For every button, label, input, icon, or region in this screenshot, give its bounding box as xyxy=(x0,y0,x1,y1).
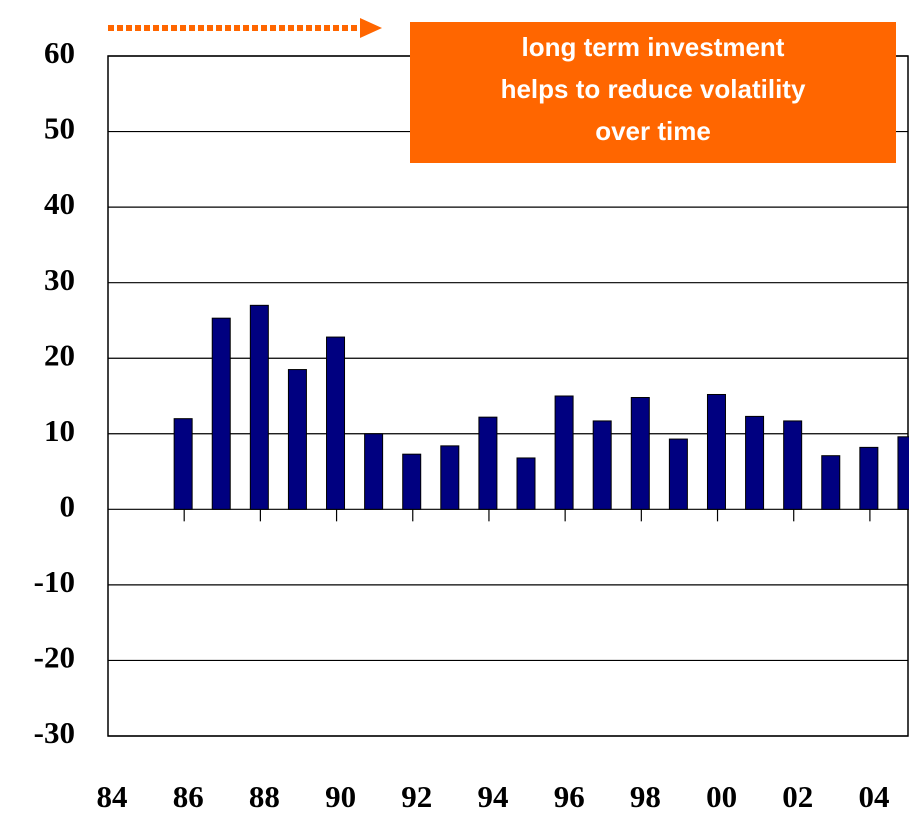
arrow-head xyxy=(360,18,382,38)
y-tick-label: -30 xyxy=(34,715,75,750)
bar xyxy=(554,395,574,510)
bar xyxy=(440,445,460,510)
bar xyxy=(211,317,231,510)
x-tick-label: 90 xyxy=(325,779,356,814)
x-tick-label: 84 xyxy=(97,779,128,814)
x-tick-label: 98 xyxy=(630,779,661,814)
x-tick-label: 00 xyxy=(706,779,737,814)
annotation-text: long term investment xyxy=(522,32,785,62)
x-tick-label: 04 xyxy=(858,779,889,814)
bar xyxy=(668,438,688,510)
x-tick-label: 86 xyxy=(173,779,204,814)
bar xyxy=(706,393,726,510)
bar xyxy=(249,304,269,510)
y-tick-label: 0 xyxy=(60,488,76,523)
bar xyxy=(592,420,612,510)
bar xyxy=(478,416,498,510)
y-tick-label: 60 xyxy=(44,35,75,70)
x-tick-label: 92 xyxy=(401,779,432,814)
bar xyxy=(326,336,346,510)
bar xyxy=(287,369,307,510)
y-tick-label: -20 xyxy=(34,640,75,675)
bar xyxy=(173,418,193,510)
y-tick-label: 40 xyxy=(44,186,75,221)
x-tick-label: 94 xyxy=(478,779,509,814)
bar xyxy=(783,420,803,510)
annotation-text: helps to reduce volatility xyxy=(501,74,806,104)
bar xyxy=(402,453,422,510)
bar xyxy=(859,446,879,510)
y-tick-label: 10 xyxy=(44,413,75,448)
x-tick-label: 88 xyxy=(249,779,280,814)
y-tick-label: 30 xyxy=(44,262,75,297)
y-tick-label: -10 xyxy=(34,564,75,599)
bar xyxy=(364,433,384,510)
bar xyxy=(897,436,909,510)
bar xyxy=(516,457,536,510)
y-tick-label: 20 xyxy=(44,337,75,372)
bar xyxy=(630,397,650,510)
bar xyxy=(745,415,765,510)
annotation-box xyxy=(410,22,896,163)
y-tick-label: 50 xyxy=(44,111,75,146)
x-tick-label: 02 xyxy=(782,779,813,814)
bar xyxy=(821,455,841,510)
x-tick-label: 96 xyxy=(554,779,585,814)
annotation-text: over time xyxy=(595,116,711,146)
